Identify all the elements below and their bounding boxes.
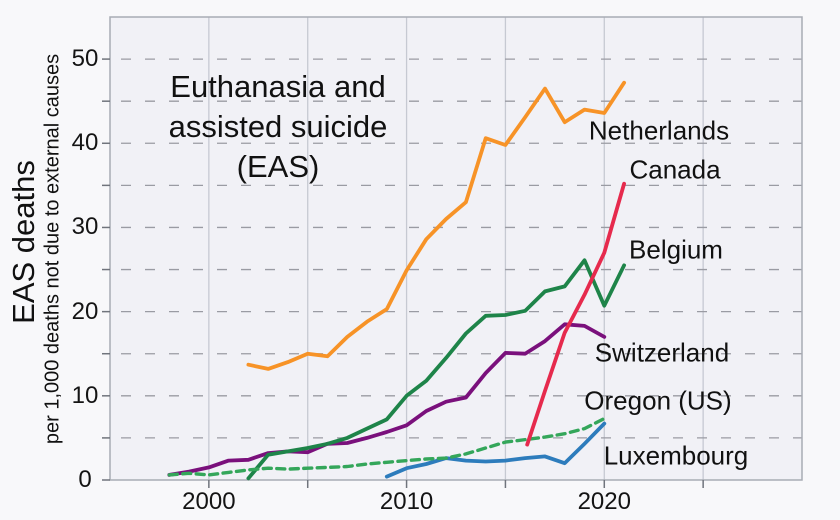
series-line-netherlands — [246, 80, 626, 371]
plot-area — [110, 17, 802, 480]
series-line-oregon-us — [167, 416, 606, 477]
series-line-switzerland — [167, 322, 607, 477]
chart-title-line-1: Euthanasia and — [170, 69, 386, 104]
y-tick-label-20: 20 — [71, 297, 99, 325]
series-label-switzerland: Switzerland — [594, 337, 730, 368]
plot-frame — [109, 16, 803, 481]
series-label-luxembourg: Luxembourg — [603, 440, 749, 471]
x-tick-label-2010: 2010 — [379, 488, 434, 515]
series-line-canada — [525, 181, 626, 447]
series-line-luxembourg — [384, 421, 607, 479]
series-line-belgium — [246, 258, 626, 481]
series-label-oregon-us: Oregon (US) — [584, 385, 732, 416]
y-tick-label-40: 40 — [71, 129, 99, 157]
x-tick-label-2020: 2020 — [577, 488, 631, 515]
chart-title: Euthanasia and assisted suicide (EAS) — [118, 67, 438, 187]
y-tick-label-30: 30 — [71, 213, 99, 241]
series-label-canada: Canada — [629, 154, 721, 185]
y-tick-label-10: 10 — [71, 381, 99, 409]
chart-title-line-2: assisted suicide — [168, 109, 388, 144]
chart-title-line-3: (EAS) — [236, 149, 320, 184]
y-tick-label-0: 0 — [78, 466, 92, 493]
x-tick-label-2000: 2000 — [182, 488, 236, 515]
y-axis-label-secondary: per 1,000 deaths not due to external cau… — [41, 53, 64, 445]
series-label-belgium: Belgium — [629, 234, 723, 265]
y-axis-label-primary: EAS deaths — [6, 160, 41, 324]
y-tick-label-50: 50 — [71, 45, 99, 73]
series-label-netherlands: Netherlands — [588, 115, 730, 146]
